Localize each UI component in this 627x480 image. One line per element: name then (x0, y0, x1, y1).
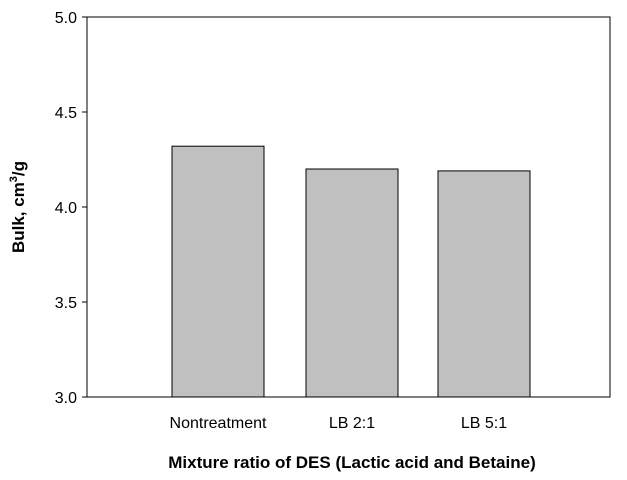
x-axis-labels: Nontreatment LB 2:1 LB 5:1 (170, 415, 508, 432)
y-axis-title-tail: /g (9, 161, 28, 176)
y-tick-label: 3.5 (55, 295, 77, 312)
y-tick-label: 5.0 (55, 10, 77, 27)
y-tick-label: 4.0 (55, 200, 77, 217)
y-axis-ticks: 3.0 3.5 4.0 4.5 5.0 (55, 10, 87, 407)
y-axis-title: Bulk, cm3/g (8, 161, 28, 253)
x-category-label: LB 5:1 (461, 415, 507, 432)
bars (171, 145, 531, 398)
y-axis-title-base: Bulk, cm (9, 182, 28, 253)
bar-lb-2-1 (305, 168, 399, 398)
x-axis-title: Mixture ratio of DES (Lactic acid and Be… (168, 453, 535, 472)
y-tick-label: 3.0 (55, 390, 77, 407)
y-axis-title-sup: 3 (8, 176, 20, 182)
y-tick-label: 4.5 (55, 105, 77, 122)
bar-lb-5-1 (437, 170, 531, 398)
x-category-label: LB 2:1 (329, 415, 375, 432)
bar-nontreatment (171, 145, 265, 398)
x-category-label: Nontreatment (170, 415, 267, 432)
